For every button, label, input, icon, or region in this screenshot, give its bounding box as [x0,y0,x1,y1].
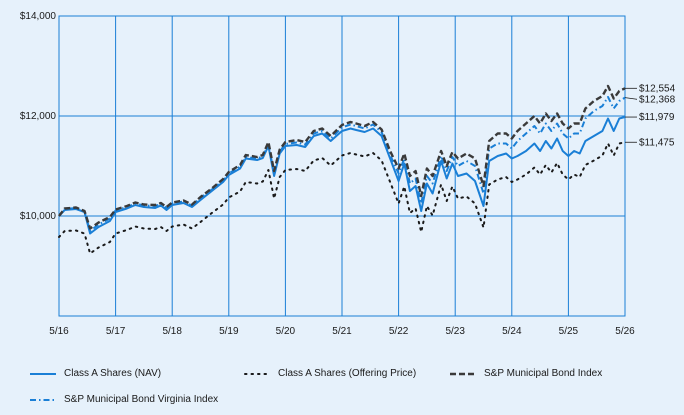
legend-label: Class A Shares (NAV) [64,368,162,379]
x-tick-label: 5/20 [276,326,296,337]
x-tick-label: 5/26 [615,326,635,337]
legend-label: S&P Municipal Bond Index [484,368,603,379]
series-line-1 [58,141,626,255]
legend-swatch-solid [30,372,56,375]
y-tick-label: $14,000 [20,11,57,22]
end-value-label: $11,475 [639,137,675,148]
x-tick-label: 5/21 [332,326,352,337]
x-tick-label: 5/23 [445,326,465,337]
end-value-label: $11,979 [639,112,675,123]
y-axis-labels: $10,000 $12,000 $14,000 [20,11,57,222]
legend-swatch-dotted [244,372,270,375]
legend-label: S&P Municipal Bond Virginia Index [64,394,219,405]
chart-series [58,84,626,255]
series-line-3 [58,96,626,232]
legend-item-nav: Class A Shares (NAV) [30,368,161,379]
legend-label: Class A Shares (Offering Price) [278,368,417,379]
legend-swatch-dashed [450,372,476,375]
legend-item-sp-virginia: S&P Municipal Bond Virginia Index [30,394,218,405]
x-axis-labels: 5/16 5/17 5/18 5/19 5/20 5/21 5/22 5/23 5/24 5/25… [49,326,635,337]
series-line-0 [58,116,626,235]
series-line-2 [58,84,626,230]
x-tick-label: 5/25 [559,326,579,337]
x-tick-label: 5/16 [49,326,69,337]
x-tick-label: 5/17 [106,326,126,337]
x-tick-label: 5/24 [502,326,522,337]
legend-item-offering: Class A Shares (Offering Price) [244,368,416,379]
legend-swatch-dashdot [30,398,56,401]
end-value-label: $12,368 [639,94,676,105]
x-tick-label: 5/19 [219,326,239,337]
end-value-labels: $11,979 $11,475 $12,554$12,368 [624,83,676,148]
x-tick-label: 5/18 [162,326,182,337]
legend-item-sp-muni: S&P Municipal Bond Index [450,368,602,379]
y-tick-label: $12,000 [20,111,57,122]
y-tick-label: $10,000 [20,211,57,222]
chart-grid [58,15,626,317]
end-value-label: $12,554 [639,83,676,94]
x-tick-label: 5/22 [389,326,409,337]
end-label-leader [624,97,638,100]
